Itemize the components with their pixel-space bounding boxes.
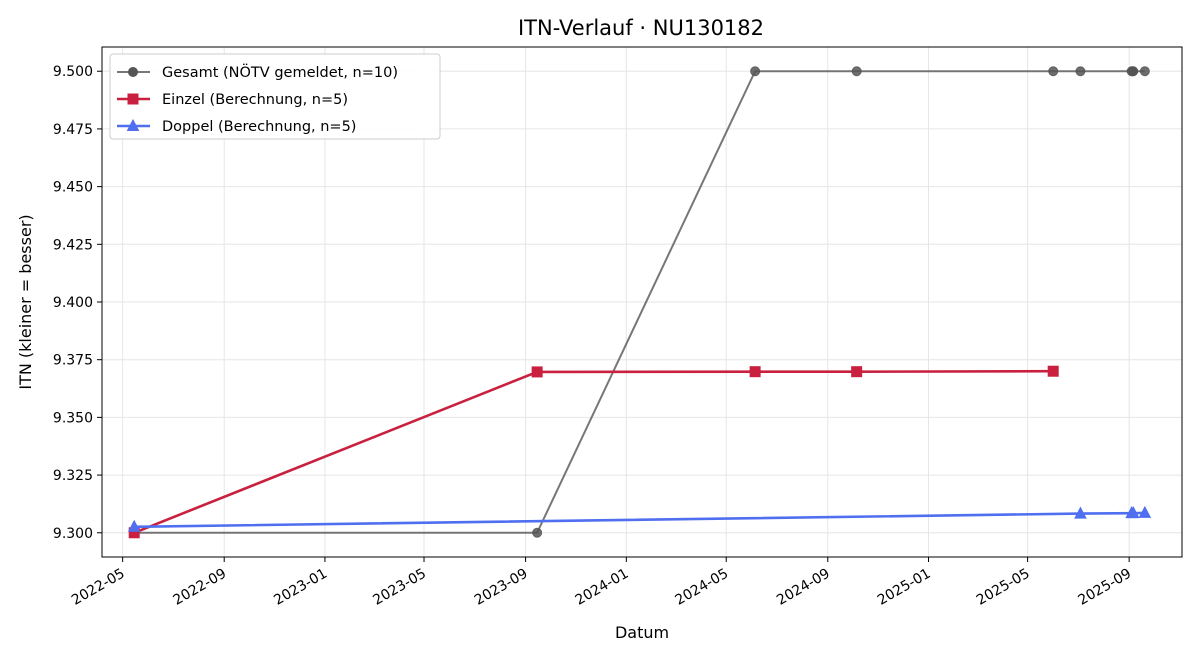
x-tick-label: 2025-01 <box>875 566 934 609</box>
x-tick-label: 2022-05 <box>69 566 128 609</box>
x-tick-label: 2023-09 <box>472 566 531 609</box>
data-point <box>531 366 543 378</box>
y-tick-label: 9.375 <box>53 353 93 369</box>
data-point <box>1138 505 1152 518</box>
y-tick-label: 9.325 <box>53 468 93 484</box>
legend-box <box>109 53 441 140</box>
legend-marker <box>127 93 139 105</box>
legend-entry: Doppel (Berechnung, n=5) <box>117 118 356 135</box>
data-point <box>1127 66 1138 77</box>
y-tick-label: 9.400 <box>53 295 93 311</box>
data-point <box>1047 365 1059 377</box>
x-tick-label: 2023-05 <box>370 566 429 609</box>
legend-label: Gesamt (NÖTV gemeldet, n=10) <box>162 63 398 81</box>
legend-label: Doppel (Berechnung, n=5) <box>162 119 356 135</box>
data-point <box>851 66 862 77</box>
data-point <box>532 527 543 538</box>
y-tick-label: 9.300 <box>53 526 93 542</box>
axis-ticks: 2022-05 2022-09 2023-01 2023-05 2023-09 2024-… <box>53 64 1134 608</box>
x-tick-label: 2024-01 <box>573 566 632 609</box>
data-point <box>750 66 761 77</box>
chart-title: ITN-Verlauf · NU130182 <box>518 16 764 40</box>
x-tick-label: 2023-01 <box>271 566 330 609</box>
legend-marker <box>126 118 140 131</box>
x-tick-label: 2025-05 <box>974 566 1033 609</box>
series-line <box>134 511 1145 529</box>
data-point <box>1075 66 1086 77</box>
y-tick-label: 9.500 <box>53 64 93 80</box>
x-tick-label: 2022-09 <box>171 566 230 609</box>
legend-entry: Gesamt (NÖTV gemeldet, n=10) <box>117 63 398 81</box>
y-tick-label: 9.350 <box>53 410 93 426</box>
x-axis-label: Datum <box>615 623 669 642</box>
legend: Gesamt (NÖTV gemeldet, n=10) Einzel (Bere… <box>109 53 441 140</box>
data-point <box>851 366 863 378</box>
legend-entry: Einzel (Berechnung, n=5) <box>117 92 348 108</box>
series-square <box>128 365 1059 539</box>
series-triangle <box>127 505 1152 532</box>
x-tick-label: 2024-09 <box>774 566 833 609</box>
data-point <box>1074 506 1087 519</box>
data-point <box>749 366 761 378</box>
y-axis-label: ITN (kleiner = besser) <box>16 214 35 389</box>
x-tick-label: 2025-09 <box>1075 566 1134 609</box>
series-line <box>133 369 1054 535</box>
x-tick-label: 2024-05 <box>673 566 732 609</box>
data-point <box>1048 66 1059 77</box>
legend-label: Einzel (Berechnung, n=5) <box>162 92 348 108</box>
legend-marker <box>128 67 138 77</box>
y-tick-label: 9.450 <box>53 180 93 196</box>
y-tick-label: 9.475 <box>53 122 93 138</box>
data-point <box>1139 66 1150 77</box>
y-tick-label: 9.425 <box>53 237 93 253</box>
data-point <box>127 519 141 532</box>
data-point <box>1126 506 1140 519</box>
series-layer <box>127 66 1152 539</box>
